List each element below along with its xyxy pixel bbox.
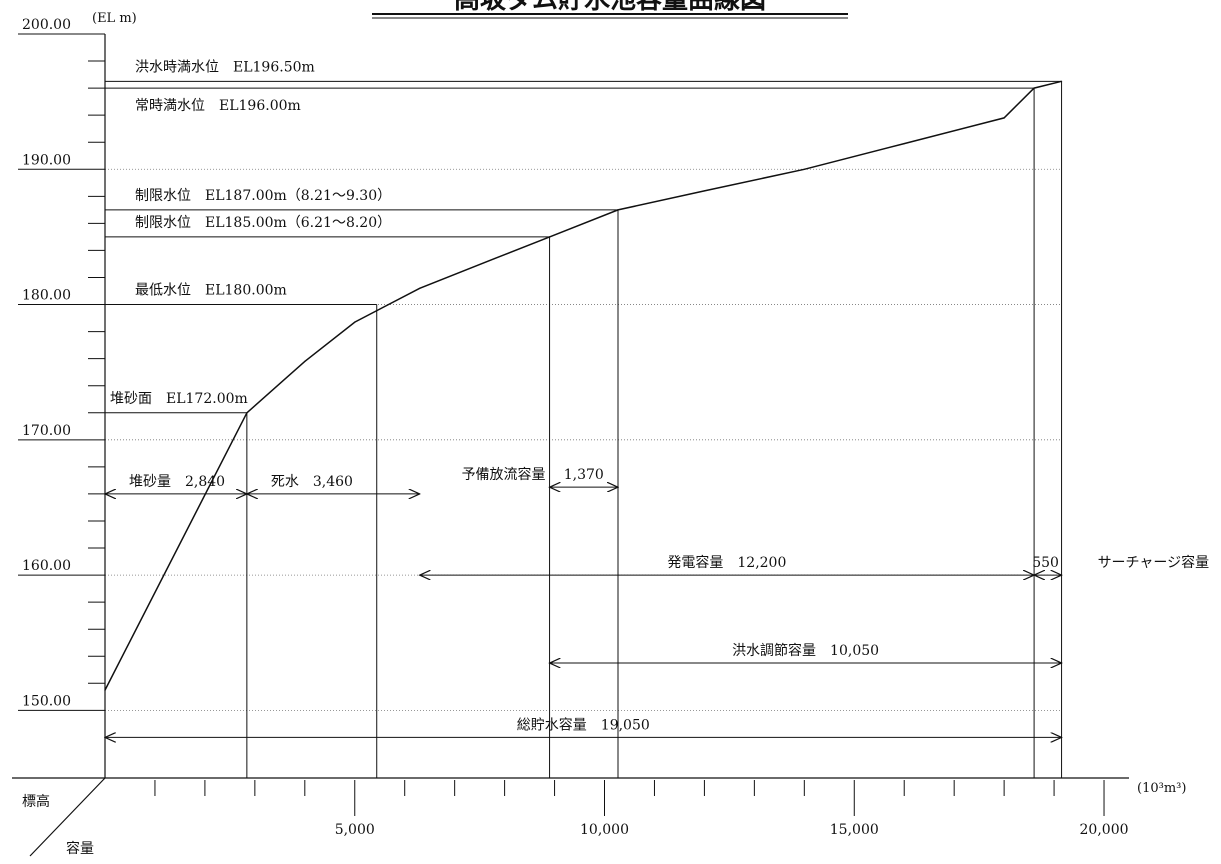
corner-diagonal — [29, 777, 106, 857]
corner-x-label: 容量 — [66, 840, 94, 857]
grid-layer — [105, 168, 1062, 711]
level-label-4: 最低水位 EL180.00m — [135, 283, 287, 299]
y-tick-label-1: 160.00 — [22, 558, 71, 574]
y-unit-label: (EL m) — [92, 11, 137, 26]
curve-point-8 — [703, 190, 706, 192]
capacity-layer: 堆砂量 2,840 死水 3,460 予備放流容量 1,370 発電容量 12,200 5… — [105, 466, 1209, 737]
y-tick-label-4: 190.00 — [22, 152, 71, 168]
capacity-label-8: 総貯水容量 19,050 — [517, 716, 650, 733]
capacity-label-0: 堆砂量 2,840 — [129, 474, 225, 490]
curve-point-6 — [548, 236, 551, 238]
curve-point-0 — [104, 689, 106, 691]
curve-point-5 — [494, 257, 496, 260]
x-tick-label-1: 10,000 — [580, 822, 629, 838]
capacity-label-2: 予備放流容量 — [462, 466, 546, 483]
axis-layer: 150.00 160.00 170.00 180.00 190.00 200.00 5,00… — [12, 17, 1129, 857]
level-label-5: 堆砂面 EL172.00m — [110, 391, 248, 407]
curve-point-10 — [903, 142, 905, 145]
chart-title: 高坂ダム貯水池容量曲線図 — [454, 0, 766, 15]
curve-point-1 — [246, 412, 248, 414]
curve-point-12 — [1033, 87, 1035, 89]
curve-point-13 — [1060, 80, 1063, 82]
y-tick-label-5: 200.00 — [22, 17, 71, 33]
curve-point-2 — [304, 360, 306, 362]
x-tick-label-2: 15,000 — [830, 822, 879, 838]
curve-point-11 — [1003, 117, 1005, 119]
curve-point-9 — [803, 168, 805, 170]
x-unit-label: (10³m³) — [1137, 781, 1186, 796]
y-tick-label-2: 170.00 — [22, 423, 71, 439]
capacity-label-4: 発電容量 12,200 — [667, 554, 786, 571]
x-tick-label-3: 20,000 — [1080, 822, 1129, 838]
level-label-1: 常時満水位 EL196.00m — [135, 98, 301, 114]
corner-y-label: 標高 — [22, 793, 50, 810]
capacity-label-5: 550 — [1032, 555, 1059, 571]
level-label-3: 制限水位 EL185.00m（6.21〜8.20） — [135, 215, 391, 231]
level-label-2: 制限水位 EL187.00m（8.21〜9.30） — [135, 188, 391, 204]
curve-point-7 — [617, 209, 619, 211]
curve-point-4 — [419, 287, 421, 289]
curve-point-3 — [354, 321, 356, 323]
capacity-label-3: 1,370 — [564, 467, 604, 483]
capacity-label-7: 洪水調節容量 10,050 — [732, 642, 879, 659]
capacity-label-1: 死水 3,460 — [271, 474, 353, 490]
y-tick-label-0: 150.00 — [22, 693, 71, 709]
series-layer — [104, 80, 1063, 691]
capacity-curve — [104, 80, 1062, 691]
x-tick-label-0: 5,000 — [335, 822, 375, 838]
level-label-0: 洪水時満水位 EL196.50m — [135, 59, 315, 75]
y-tick-label-3: 180.00 — [22, 288, 71, 304]
capacity-label-6: サーチャージ容量 — [1098, 554, 1210, 571]
level-layer: 洪水時満水位 EL196.50m 常時満水位 EL196.00m 制限水位 EL18… — [105, 59, 1063, 778]
